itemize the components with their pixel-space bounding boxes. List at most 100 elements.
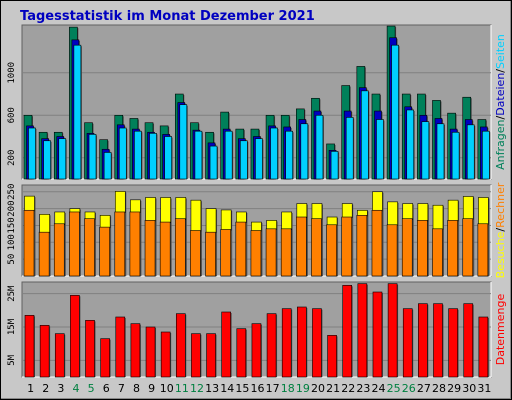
- bar-rechner: [356, 215, 368, 277]
- volume-panel: 5M 15M 25M Datenmenge: [7, 281, 507, 378]
- bar-rechner: [326, 224, 337, 277]
- bar-seiten: [179, 104, 188, 180]
- x-tick-label: 10: [160, 382, 174, 395]
- bar-datenmenge: [372, 291, 383, 378]
- x-tick-label: 6: [103, 382, 110, 395]
- bar-datenmenge: [251, 323, 262, 378]
- x-tick-label: 31: [477, 382, 491, 395]
- bar-seiten: [315, 114, 324, 180]
- side-label-part: Datenmenge: [494, 294, 507, 366]
- bar-datenmenge: [281, 308, 292, 378]
- bar-rechner: [99, 226, 110, 277]
- bar-seiten: [345, 117, 354, 180]
- bar-datenmenge: [85, 320, 95, 378]
- x-tick-label: 1: [27, 382, 34, 395]
- bar-seiten: [224, 130, 233, 180]
- side-label-part: Seiten: [494, 34, 507, 69]
- bar-rechner: [129, 211, 141, 277]
- bar-rechner: [23, 209, 35, 277]
- y-tick-label: 200: [7, 200, 17, 216]
- side-label-part: Rechner: [494, 182, 507, 228]
- x-tick-label: 15: [235, 382, 249, 395]
- bar-datenmenge: [206, 333, 216, 378]
- x-tick-label: 24: [372, 382, 386, 395]
- bar-datenmenge: [402, 308, 413, 378]
- bar-seiten: [58, 138, 67, 180]
- chart-title: Tagesstatistik im Monat Dezember 2021: [20, 9, 315, 24]
- x-tick-label: 30: [462, 382, 476, 395]
- side-label-part: /: [494, 116, 507, 120]
- bar-seiten: [436, 123, 445, 180]
- x-tick-label: 20: [311, 382, 325, 395]
- series-rechner: [23, 209, 489, 277]
- y-tick-label: 50: [7, 254, 17, 265]
- bar-datenmenge: [463, 303, 474, 378]
- x-tick-label: 23: [356, 382, 370, 395]
- bar-rechner: [69, 211, 80, 277]
- bar-datenmenge: [175, 313, 186, 378]
- x-tick-label: 2: [42, 382, 49, 395]
- x-tick-label: 3: [57, 382, 64, 395]
- bar-datenmenge: [54, 333, 65, 378]
- x-tick-label: 4: [72, 382, 79, 395]
- bar-rechner: [220, 229, 231, 277]
- bar-seiten: [406, 109, 415, 180]
- bar-seiten: [194, 130, 203, 180]
- x-tick-label: 13: [205, 382, 219, 395]
- bar-rechner: [311, 218, 322, 277]
- bar-rechner: [38, 231, 50, 277]
- bar-rechner: [401, 218, 413, 277]
- series-seiten: [28, 44, 491, 180]
- bar-seiten: [149, 133, 157, 180]
- x-tick-label: 7: [118, 382, 125, 395]
- bar-rechner: [296, 216, 307, 277]
- bar-rechner: [114, 211, 126, 277]
- bar-datenmenge: [387, 283, 398, 378]
- bar-datenmenge: [312, 308, 322, 378]
- bar-seiten: [164, 136, 172, 180]
- y-tick-label: 1000: [7, 62, 17, 84]
- bar-seiten: [73, 44, 82, 180]
- x-tick-label: 9: [148, 382, 155, 395]
- bar-seiten: [376, 119, 384, 180]
- bar-rechner: [447, 220, 458, 277]
- bar-seiten: [88, 134, 97, 180]
- x-tick-label: 11: [175, 382, 189, 395]
- series-datenmenge: [24, 283, 489, 378]
- bar-seiten: [118, 127, 127, 180]
- x-tick-label: 5: [88, 382, 95, 395]
- bar-rechner: [341, 216, 353, 277]
- x-tick-label: 18: [281, 382, 295, 395]
- y-tick-label: 25M: [7, 285, 17, 302]
- side-label-part: Dateien: [494, 73, 507, 116]
- side-label-part: Besuche: [494, 231, 507, 278]
- x-tick-label: 22: [341, 382, 355, 395]
- side-label-part: Anfragen: [494, 119, 507, 169]
- x-tick-label: 16: [251, 382, 265, 395]
- bar-seiten: [270, 127, 278, 180]
- bar-rechner: [477, 223, 489, 277]
- bar-rechner: [235, 221, 247, 277]
- bar-rechner: [280, 228, 292, 277]
- bar-datenmenge: [221, 311, 231, 378]
- y-tick-label: 5M: [7, 354, 17, 365]
- bar-datenmenge: [357, 283, 368, 378]
- y-tick-label: 250: [7, 184, 17, 200]
- x-tick-label: 29: [447, 382, 461, 395]
- bar-seiten: [103, 152, 112, 180]
- bar-seiten: [134, 130, 142, 180]
- bar-rechner: [250, 230, 262, 277]
- x-tick-label: 26: [402, 382, 416, 395]
- y-tick-label: 100: [7, 234, 17, 250]
- bar-seiten: [466, 124, 475, 180]
- bar-datenmenge: [266, 313, 277, 378]
- series-side-label: Datenmenge: [494, 294, 507, 366]
- x-tick-label: 8: [133, 382, 140, 395]
- bar-datenmenge: [160, 331, 171, 378]
- x-tick-label: 28: [432, 382, 446, 395]
- bar-seiten: [240, 140, 248, 180]
- bar-rechner: [53, 223, 65, 277]
